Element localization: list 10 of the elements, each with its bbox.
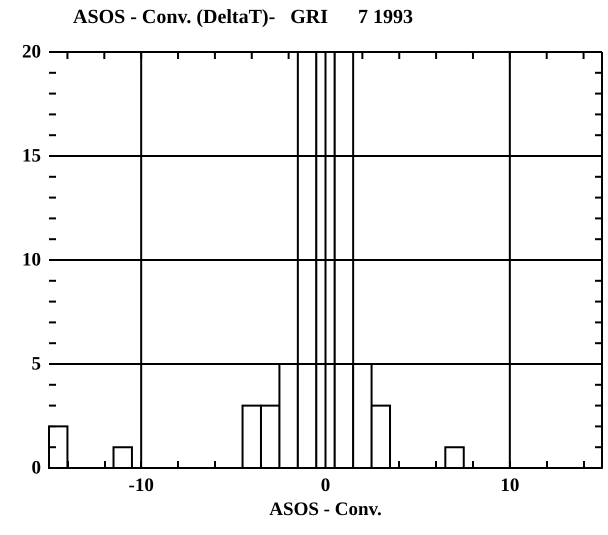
y-tick-label: 0: [32, 458, 41, 478]
x-tick-label: 0: [320, 475, 330, 496]
y-tick-label: 15: [22, 146, 41, 166]
y-tick-label: 10: [22, 250, 41, 270]
x-tick-label: 10: [500, 475, 520, 496]
chart-title: ASOS - Conv. (DeltaT)- GRI 7 1993: [73, 6, 414, 28]
y-tick-label: 20: [22, 42, 41, 62]
x-tick-label: -10: [128, 475, 154, 496]
x-axis-title: ASOS - Conv.: [269, 498, 382, 520]
y-tick-label: 5: [32, 354, 41, 374]
